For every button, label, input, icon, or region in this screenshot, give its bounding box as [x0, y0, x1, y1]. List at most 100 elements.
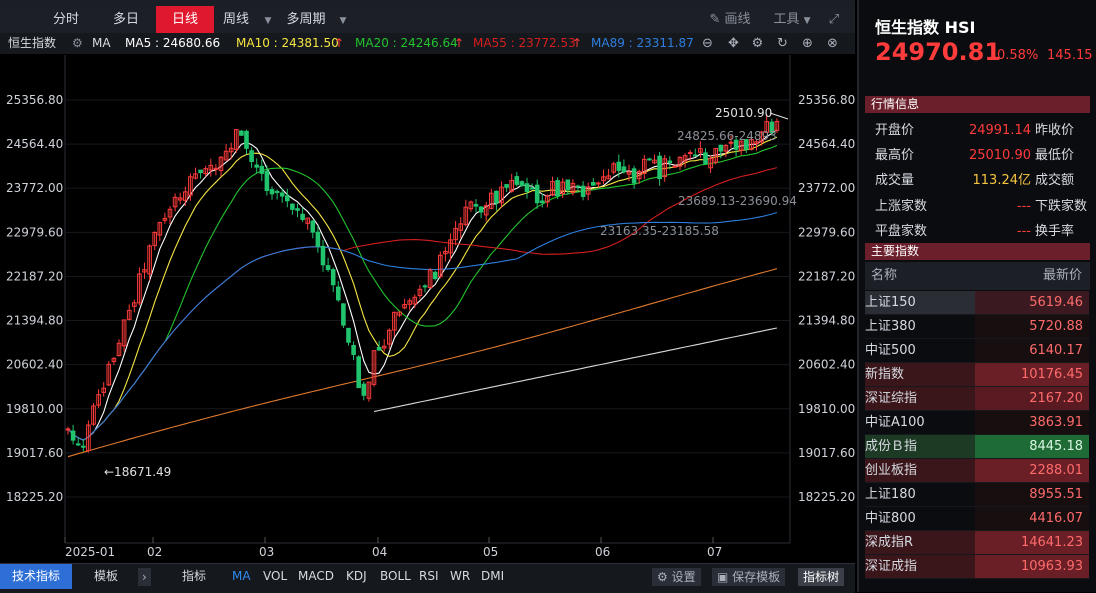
y-tick-label: 19017.60: [6, 446, 63, 460]
candle-up: [764, 121, 770, 133]
gear-icon[interactable]: ⚙: [751, 36, 764, 51]
candle-up: [392, 311, 397, 331]
ma55-arrow: ↑: [572, 36, 583, 50]
candle-down: [254, 164, 259, 168]
refresh-icon[interactable]: ↻: [777, 36, 788, 51]
index-price: 5720.88: [975, 315, 1089, 338]
index-name: 中证500: [865, 339, 975, 362]
chevron-right-icon[interactable]: ›: [138, 568, 151, 586]
candle-down: [274, 190, 280, 193]
candle-down: [422, 285, 428, 288]
candle-up: [463, 206, 469, 225]
index-row[interactable]: 中证A100 3863.91: [865, 411, 1090, 435]
y-tick-label: 24564.40: [798, 137, 855, 151]
index-row[interactable]: 成份Ｂ指 8445.18: [865, 435, 1090, 459]
tools-button[interactable]: 工具 ▼: [773, 12, 811, 27]
candle-down: [631, 168, 637, 184]
close-icon[interactable]: ⊗: [827, 36, 838, 51]
candle-up: [101, 387, 107, 393]
low-price-label: ←18671.49: [104, 465, 171, 479]
x-tick-label: 05: [483, 545, 498, 559]
tab-daily[interactable]: 日线: [156, 6, 214, 33]
candle-down: [330, 269, 336, 286]
y-axis-right: 25356.80 24564.40 23772.00 22979.60 22187.20…: [798, 93, 855, 504]
candlestick-chart[interactable]: 25356.80 24564.40 23772.00 22979.60 22187.20…: [0, 55, 855, 562]
candle-down: [81, 445, 86, 448]
high-price-arrow: [769, 112, 789, 120]
index-row[interactable]: 中证800 4416.07: [865, 507, 1090, 531]
candle-down: [473, 204, 479, 207]
candle-up: [142, 269, 147, 273]
index-row[interactable]: 上证180 8955.51: [865, 483, 1090, 507]
index-name: 深成指R: [865, 531, 975, 554]
indicator-macd[interactable]: MACD: [298, 569, 334, 583]
candle-up: [91, 405, 96, 425]
candle-up: [596, 182, 601, 185]
candle-up: [585, 186, 591, 195]
indicator-rsi[interactable]: RSI: [419, 569, 439, 583]
candle-down: [290, 203, 295, 210]
quote-label: 下跌家数: [1035, 199, 1088, 214]
save-template-button[interactable]: ▣ 保存模板: [712, 568, 786, 586]
candle-down: [336, 286, 341, 301]
index-row[interactable]: 深成指R 14641.23: [865, 531, 1090, 555]
index-table-header: 名称 最新价: [865, 262, 1090, 290]
indicator-vol[interactable]: VOL: [263, 569, 288, 583]
indicator-tree-button[interactable]: 指标树: [798, 568, 845, 586]
candle-up: [188, 176, 193, 196]
quote-label: 换手率: [1035, 224, 1075, 239]
candle-up: [652, 159, 657, 164]
candle-down: [244, 130, 249, 149]
index-name: 上证180: [865, 483, 975, 506]
candle-down: [310, 220, 316, 233]
template-label[interactable]: 模板: [94, 569, 119, 583]
candle-down: [269, 189, 275, 195]
weekly-dropdown[interactable]: ▼: [258, 6, 278, 33]
index-price: 2288.01: [975, 459, 1089, 482]
index-price: 10963.93: [975, 555, 1089, 578]
index-row[interactable]: 深证综指 2167.20: [865, 387, 1090, 411]
x-tick-label: 06: [595, 545, 610, 559]
candle-down: [529, 187, 535, 190]
index-row[interactable]: 创业板指 2288.01: [865, 459, 1090, 483]
index-row[interactable]: 新指数 10176.45: [865, 363, 1090, 387]
indicator-dmi[interactable]: DMI: [481, 569, 505, 583]
settings-gear-icon[interactable]: ⚙: [72, 36, 83, 50]
settings-button[interactable]: ⚙ 设置: [652, 568, 701, 586]
candle-down: [285, 195, 290, 202]
tab-multi-period[interactable]: 多周期: [286, 12, 326, 27]
candle-up: [116, 342, 122, 357]
candle-up: [723, 144, 729, 152]
candle-down: [555, 180, 560, 197]
candle-down: [565, 179, 571, 191]
candle-up: [489, 192, 494, 209]
candle-up: [427, 269, 433, 289]
y-tick-label: 22187.20: [798, 269, 855, 283]
tab-weekly[interactable]: 周线: [222, 12, 249, 27]
move-icon[interactable]: ✥: [728, 36, 739, 51]
candle-up: [228, 147, 234, 153]
pencil-icon: ✎: [709, 12, 721, 27]
candle-down: [657, 155, 662, 180]
ma-indicator-bar: 恒生指数 ⚙ MA MA5 : 24680.66 MA10 : 24381.50…: [0, 33, 855, 54]
draw-line-button[interactable]: ✎ 画线: [709, 12, 751, 27]
tech-indicator-tab[interactable]: 技术指标: [0, 564, 72, 589]
candle-down: [320, 245, 326, 266]
multi-period-dropdown[interactable]: ▼: [334, 6, 352, 33]
candle-down: [198, 169, 203, 174]
indicator-boll[interactable]: BOLL: [380, 569, 411, 583]
tab-intraday[interactable]: 分时: [52, 12, 79, 27]
tab-multi-day[interactable]: 多日: [112, 12, 139, 27]
fullscreen-icon[interactable]: ⤢: [828, 12, 840, 27]
index-price: 4416.07: [975, 507, 1089, 530]
add-icon[interactable]: ⊕: [802, 36, 813, 51]
collapse-icon[interactable]: ⊖: [702, 36, 713, 51]
indicator-kdj[interactable]: KDJ: [346, 569, 367, 583]
index-row[interactable]: 上证150 5619.46: [865, 291, 1090, 315]
index-row[interactable]: 深证成指 10963.93: [865, 555, 1090, 579]
index-row[interactable]: 中证500 6140.17: [865, 339, 1090, 363]
security-name: 恒生指数: [8, 36, 57, 50]
indicator-ma[interactable]: MA: [232, 569, 251, 583]
index-row[interactable]: 上证380 5720.88: [865, 315, 1090, 339]
indicator-wr[interactable]: WR: [450, 569, 471, 583]
